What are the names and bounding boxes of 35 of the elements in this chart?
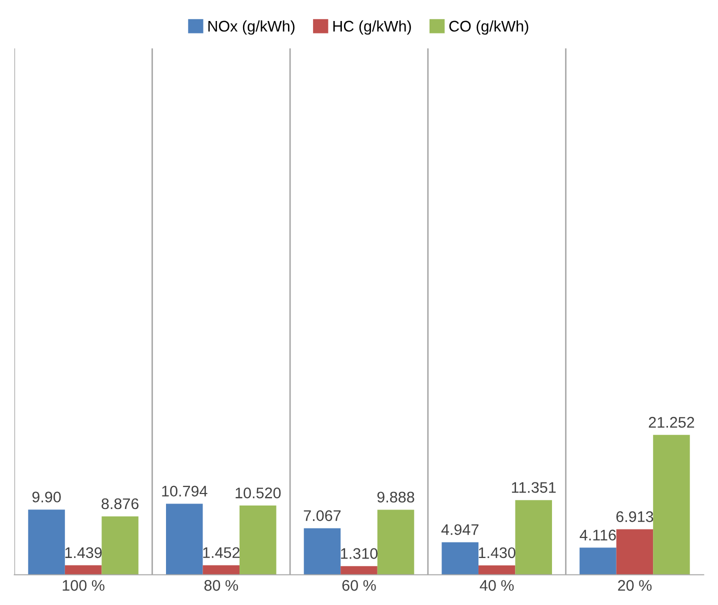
data-label: 4.947: [441, 524, 478, 536]
x-tick-label: 80 %: [204, 580, 238, 591]
legend-label: HC (g/kWh): [333, 20, 411, 35]
data-label: 9.90: [32, 492, 61, 502]
x-tick-label: 60 %: [342, 580, 376, 591]
data-label: 10.794: [162, 486, 208, 497]
bar: [166, 504, 203, 575]
bar: [653, 434, 690, 575]
data-label: 1.310: [341, 548, 378, 559]
data-label: 8.876: [102, 498, 138, 510]
bar: [102, 516, 138, 575]
x-tick-label: 40 %: [480, 580, 514, 591]
bar: [515, 500, 552, 575]
data-label: 21.252: [648, 416, 694, 428]
data-label: 9.888: [377, 492, 414, 503]
x-tick-label: 20 %: [618, 580, 652, 591]
data-label: 10.520: [236, 488, 281, 498]
bar: [240, 506, 276, 575]
bar: [580, 548, 616, 575]
bar: [442, 542, 478, 575]
legend-label: CO (g/kWh): [449, 20, 528, 35]
data-label: 4.116: [580, 530, 616, 540]
bar: [616, 529, 654, 575]
data-label: 1.430: [478, 547, 516, 558]
x-tick-label: 100 %: [62, 580, 104, 591]
data-label: 11.351: [512, 482, 556, 493]
bar: [377, 510, 414, 575]
data-label: 1.452: [203, 547, 240, 558]
bar: [28, 510, 65, 575]
bar: [202, 565, 240, 575]
data-label: 7.067: [304, 510, 341, 522]
bar: [304, 528, 341, 575]
bar: [478, 565, 516, 575]
legend-label: NOx (g/kWh): [208, 20, 294, 35]
bar: [340, 566, 378, 575]
